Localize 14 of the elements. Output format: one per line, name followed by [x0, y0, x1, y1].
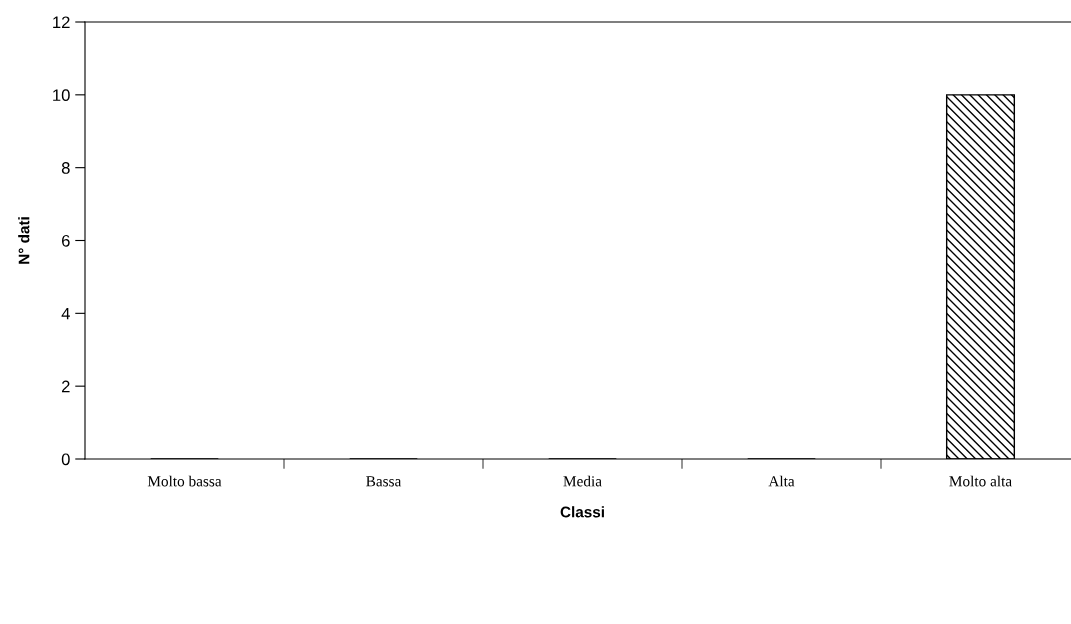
x-tick-label: Alta — [768, 475, 795, 487]
x-axis-title: Classi — [560, 506, 604, 518]
y-axis-title: N° dati — [18, 217, 30, 264]
y-tick-label: 8 — [61, 162, 70, 174]
x-tick-label: Bassa — [366, 476, 402, 487]
y-tick-label: 0 — [61, 453, 70, 466]
y-tick-label: 12 — [53, 16, 70, 29]
y-tick-label: 4 — [61, 307, 70, 320]
y-tick-label: 2 — [61, 380, 70, 393]
x-tick-label: Molto bassa — [147, 475, 222, 487]
x-tick-label: Molto alta — [949, 475, 1012, 487]
y-tick-label: 6 — [61, 234, 70, 247]
x-tick-label: Media — [563, 475, 602, 487]
y-tick-label: 10 — [53, 89, 70, 102]
